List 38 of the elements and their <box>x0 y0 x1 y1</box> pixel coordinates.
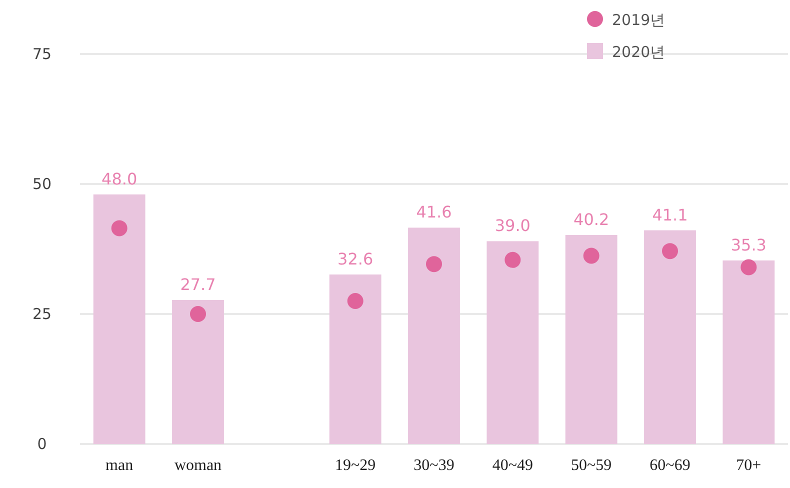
point <box>504 252 521 268</box>
bar <box>93 194 146 444</box>
bar <box>565 234 618 444</box>
bar <box>329 274 382 444</box>
point <box>347 293 364 309</box>
data-label: 27.7 <box>180 274 216 294</box>
y-tick-label: 25 <box>32 305 52 323</box>
data-label: 39.0 <box>494 216 530 236</box>
point <box>426 256 442 272</box>
x-tick-label: woman <box>174 457 222 474</box>
bar <box>172 300 224 444</box>
bar <box>644 230 696 444</box>
data-label: 48.0 <box>102 169 138 188</box>
x-tick-label: 19~29 <box>335 457 376 474</box>
y-tick-label: 50 <box>32 175 52 193</box>
y-tick-label: 75 <box>32 45 52 63</box>
bar <box>722 260 775 444</box>
point <box>583 248 600 264</box>
bar <box>486 241 539 444</box>
x-tick-label: 70+ <box>736 457 762 474</box>
point <box>190 306 206 322</box>
data-label: 40.2 <box>574 210 610 229</box>
data-label: 41.6 <box>416 202 452 222</box>
legend-label: 2019년 <box>612 11 666 29</box>
data-label: 41.1 <box>652 205 688 224</box>
data-label: 35.3 <box>730 235 766 254</box>
data-label: 32.6 <box>338 249 374 268</box>
legend-label: 2020년 <box>612 43 666 61</box>
point <box>111 220 128 236</box>
point <box>740 259 757 276</box>
y-tick-label: 0 <box>37 435 47 453</box>
x-tick-label: man <box>106 457 134 474</box>
point <box>662 243 678 260</box>
x-tick-label: 30~39 <box>414 457 454 474</box>
x-tick-label: 50~59 <box>571 457 612 474</box>
x-tick-label: 60~69 <box>650 457 690 474</box>
x-tick-label: 40~49 <box>492 457 533 474</box>
bar <box>408 228 460 444</box>
